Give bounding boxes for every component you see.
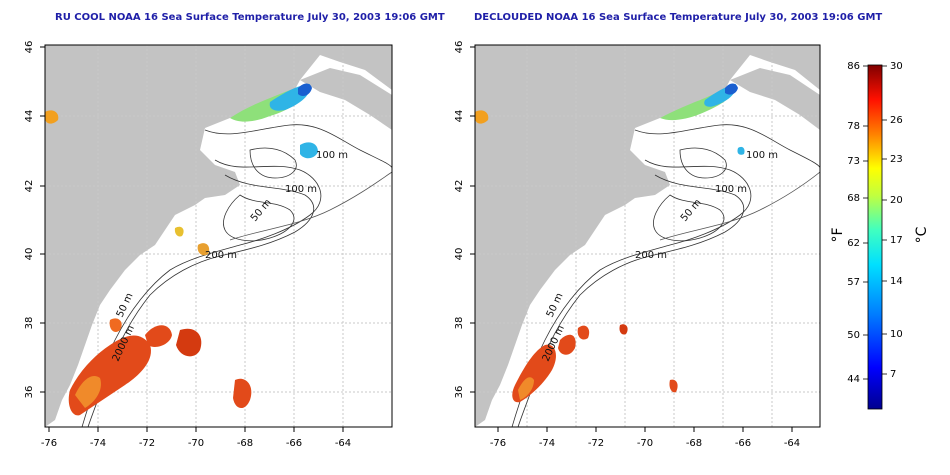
contour-label: 200 m [635, 250, 667, 261]
sst-map-left: 100 m 100 m 50 m 200 m 50 m 2000 m -76 -… [24, 41, 393, 449]
sst-patch-cool-north [45, 83, 318, 256]
colorbar-c-tick: 23 [890, 154, 903, 165]
contour-label: 100 m [715, 184, 747, 195]
lon-tick-label: -66 [286, 438, 302, 449]
lat-tick-label: 40 [24, 248, 35, 261]
colorbar-f-tick: 68 [847, 193, 860, 204]
lat-tick-label: 42 [24, 180, 35, 193]
colorbar-c-tick: 14 [890, 276, 903, 287]
colorbar-f-tick: 78 [847, 121, 860, 132]
colorbar-unit-f: °F [830, 227, 846, 242]
lat-tick-label: 42 [454, 180, 465, 193]
lon-tick-label: -72 [588, 438, 604, 449]
colorbar-c-tick: 7 [890, 369, 896, 380]
land-mass [45, 45, 392, 427]
lon-tick-label: -76 [490, 438, 506, 449]
colorbar-c-tick: 30 [890, 61, 903, 72]
colorbar-f-tick: 86 [847, 61, 860, 72]
lat-tick-label: 38 [454, 317, 465, 330]
map-border-right [474, 44, 821, 428]
sst-patch-warm-south [68, 318, 252, 416]
lat-tick-label: 38 [24, 317, 35, 330]
map-title-right: DECLOUDED NOAA 16 Sea Surface Temperatur… [474, 12, 883, 23]
sst-map-right: 100 m 100 m 50 m 200 m 50 m 2000 m -76 -… [454, 41, 821, 449]
contour-label: 200 m [205, 250, 237, 261]
colorbar-c-tick: 20 [890, 195, 903, 206]
colorbar-f-tick: 62 [847, 238, 860, 249]
map-title-left: RU COOL NOAA 16 Sea Surface Temperature … [55, 12, 445, 23]
lon-tick-label: -76 [41, 438, 57, 449]
colorbar-f-tick: 73 [847, 156, 860, 167]
lon-tick-label: -70 [637, 438, 653, 449]
lon-tick-label: -72 [139, 438, 155, 449]
colorbar-gradient [867, 64, 883, 410]
lon-tick-label: -68 [237, 438, 253, 449]
contour-label: 100 m [746, 150, 778, 161]
lat-tick-label: 44 [454, 110, 465, 123]
colorbar-c-tick: 17 [890, 235, 903, 246]
lat-tick-label: 44 [24, 110, 35, 123]
sst-patch-cool-north [475, 83, 745, 155]
colorbar-c-tick: 26 [890, 115, 903, 126]
lat-tick-label: 36 [454, 386, 465, 399]
land-nova-scotia [300, 68, 392, 130]
colorbar-f-tick: 57 [847, 277, 860, 288]
lat-tick-label: 46 [454, 41, 465, 54]
map-border-left [44, 44, 393, 428]
temperature-colorbar: 86 78 73 68 62 57 50 44 30 26 23 20 17 1… [830, 61, 930, 410]
lon-tick-label: -74 [539, 438, 555, 449]
lat-tick-label: 36 [24, 386, 35, 399]
lon-tick-label: -66 [735, 438, 751, 449]
land-mass [475, 45, 820, 427]
land-nova-scotia [730, 68, 820, 130]
lon-tick-label: -64 [784, 438, 800, 449]
lon-tick-label: -74 [90, 438, 106, 449]
lat-tick-label: 46 [24, 41, 35, 54]
colorbar-f-tick: 50 [847, 330, 860, 341]
lon-tick-label: -68 [686, 438, 702, 449]
contour-label: 100 m [285, 184, 317, 195]
lon-tick-label: -64 [335, 438, 351, 449]
colorbar-f-tick: 44 [847, 374, 860, 385]
lon-tick-label: -70 [188, 438, 204, 449]
colorbar-c-tick: 10 [890, 329, 903, 340]
sst-patch-warm-south [512, 324, 678, 403]
contour-label: 100 m [316, 150, 348, 161]
colorbar-unit-c: °C [914, 226, 930, 243]
lat-tick-label: 40 [454, 248, 465, 261]
